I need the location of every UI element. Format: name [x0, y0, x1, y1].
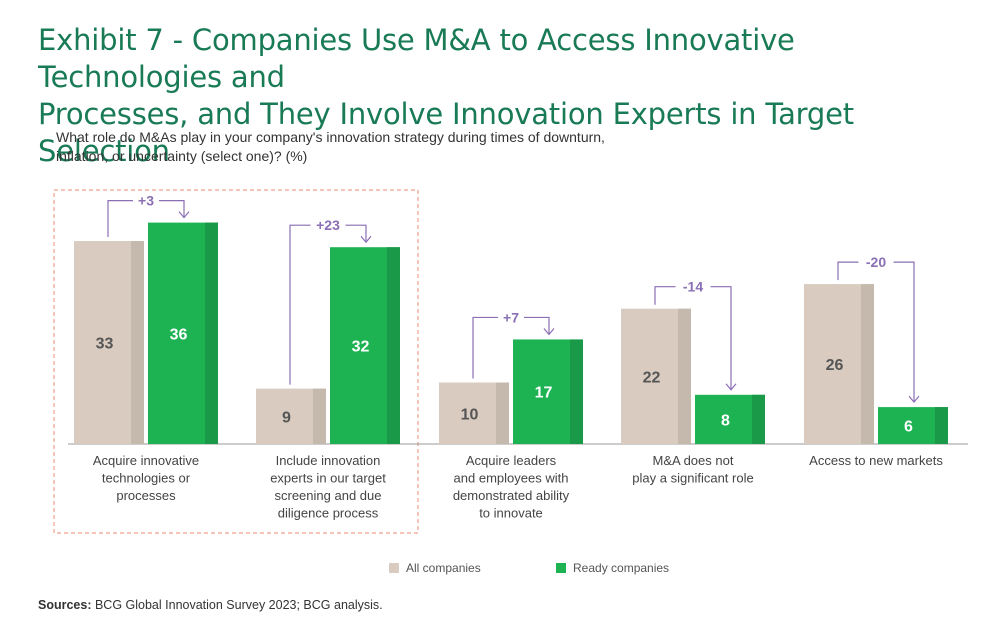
sources-note: Sources: BCG Global Innovation Survey 20… — [38, 598, 383, 612]
chart-question-line-2: inflation, or uncertainty (select one)? … — [56, 148, 308, 164]
category-label: demonstrated ability — [453, 488, 570, 503]
data-label-ready-companies: 32 — [352, 339, 370, 356]
delta-bracket-right — [524, 316, 550, 334]
data-label-all-companies: 9 — [282, 409, 291, 426]
delta-arrowhead — [725, 383, 737, 391]
delta-bracket-left — [837, 261, 859, 281]
bar-all-companies-shade — [313, 388, 326, 444]
legend-label: All companies — [406, 561, 481, 575]
bar-ready-companies-shade — [752, 394, 765, 444]
delta-label: +7 — [503, 309, 519, 325]
delta-bracket-left — [654, 286, 676, 305]
delta-bracket-right — [345, 224, 367, 242]
bar-all-companies-shade — [131, 241, 144, 444]
chart-question-line-1: What role do M&As play in your company's… — [56, 129, 605, 145]
category-label: diligence process — [278, 506, 379, 521]
category-label: Acquire leaders — [466, 453, 557, 468]
delta-bracket-right — [159, 200, 185, 217]
chart-title-line-2: Processes, and They Involve Innovation E… — [38, 97, 854, 168]
delta-arrowhead — [360, 235, 372, 244]
legend-label: Ready companies — [573, 561, 669, 575]
bar-ready-companies-shade — [387, 247, 400, 444]
category-label: Access to new markets — [809, 453, 943, 468]
category-label: technologies or — [102, 471, 191, 486]
delta-label: +23 — [316, 217, 340, 233]
delta-bracket-left — [107, 200, 133, 238]
delta-bracket-left — [472, 316, 498, 379]
delta-arrowhead — [908, 395, 920, 404]
sources-text: BCG Global Innovation Survey 2023; BCG a… — [91, 598, 383, 612]
category-label: Include innovation — [276, 453, 381, 468]
bar-ready-companies-shade — [570, 339, 583, 444]
bar-ready-companies-shade — [935, 407, 948, 444]
data-label-ready-companies: 8 — [721, 412, 730, 429]
data-label-ready-companies: 36 — [170, 326, 188, 343]
delta-bracket-left — [289, 224, 311, 385]
bar-all-companies-shade — [496, 382, 509, 444]
bar-all-companies-shade — [861, 284, 874, 444]
chart-title-line-1: Exhibit 7 - Companies Use M&A to Access … — [38, 23, 795, 94]
sources-label: Sources: — [38, 598, 92, 612]
delta-bracket-right — [710, 286, 732, 389]
category-label: to innovate — [479, 506, 543, 521]
data-label-all-companies: 26 — [826, 357, 844, 374]
data-label-all-companies: 33 — [96, 336, 114, 353]
legend-swatch — [389, 563, 399, 573]
delta-arrowhead — [178, 211, 190, 219]
category-label: experts in our target — [270, 471, 386, 486]
category-label: and employees with — [454, 471, 569, 486]
delta-bracket-right — [893, 261, 915, 402]
data-label-all-companies: 22 — [643, 369, 661, 386]
category-label: Acquire innovative — [93, 453, 199, 468]
delta-label: +3 — [138, 193, 154, 209]
category-label: processes — [116, 488, 176, 503]
data-label-ready-companies: 6 — [904, 419, 913, 436]
legend-swatch — [556, 563, 566, 573]
bar-ready-companies-shade — [205, 222, 218, 444]
data-label-ready-companies: 17 — [535, 385, 553, 402]
delta-label: -20 — [866, 254, 886, 270]
delta-arrowhead — [543, 328, 555, 336]
chart-title: Exhibit 7 - Companies Use M&A to Access … — [38, 22, 978, 170]
bar-all-companies-shade — [678, 308, 691, 444]
category-label: screening and due — [275, 488, 382, 503]
delta-label: -14 — [683, 279, 703, 295]
highlight-box — [53, 189, 419, 534]
data-label-all-companies: 10 — [461, 406, 479, 423]
category-label: M&A does not — [653, 453, 734, 468]
chart-question: What role do M&As play in your company's… — [56, 128, 816, 166]
category-label: play a significant role — [632, 471, 753, 486]
